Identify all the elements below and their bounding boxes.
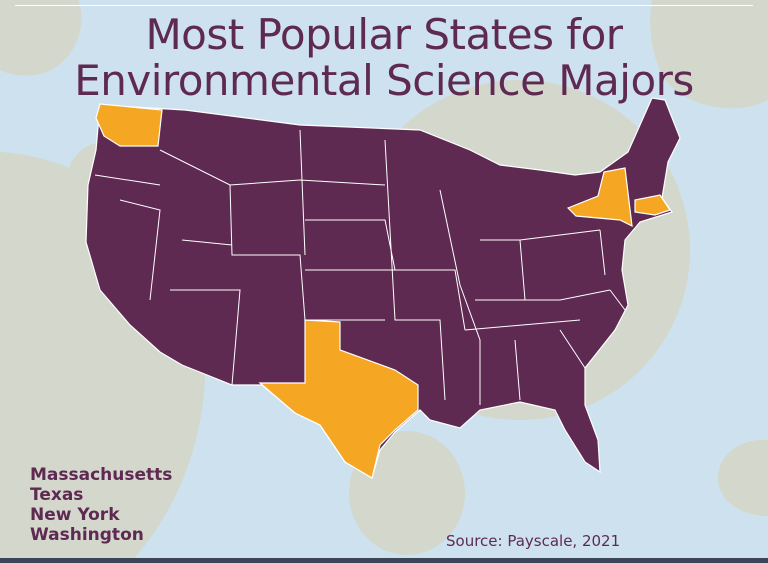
top-state-item: Massachusetts: [30, 465, 173, 485]
state-borders: [94, 129, 626, 405]
source-note: Source: Payscale, 2021: [446, 532, 621, 550]
bottom-bar: [0, 558, 768, 563]
top-state-item: Washington: [30, 525, 144, 545]
title-line-2: Environmental Science Majors: [74, 56, 694, 105]
state-massachusetts: [634, 194, 671, 216]
top-state-item: Texas: [30, 485, 84, 505]
us-map-outline: [85, 97, 681, 479]
state-texas: [258, 319, 419, 479]
title-line-1: Most Popular States for: [145, 10, 623, 59]
bg-circle: [349, 431, 465, 555]
state-new-york: [566, 167, 633, 228]
highlighted-states: [95, 103, 671, 479]
bg-circle: [718, 439, 768, 516]
top-states-list: Massachusetts Texas New York Washington: [30, 465, 172, 545]
state-washington: [95, 103, 163, 147]
page-title: Most Popular States for Environmental Sc…: [0, 12, 768, 104]
bg-circle: [650, 0, 768, 109]
top-state-item: New York: [30, 505, 120, 525]
bg-circle: [0, 0, 82, 76]
top-divider: [15, 5, 753, 6]
